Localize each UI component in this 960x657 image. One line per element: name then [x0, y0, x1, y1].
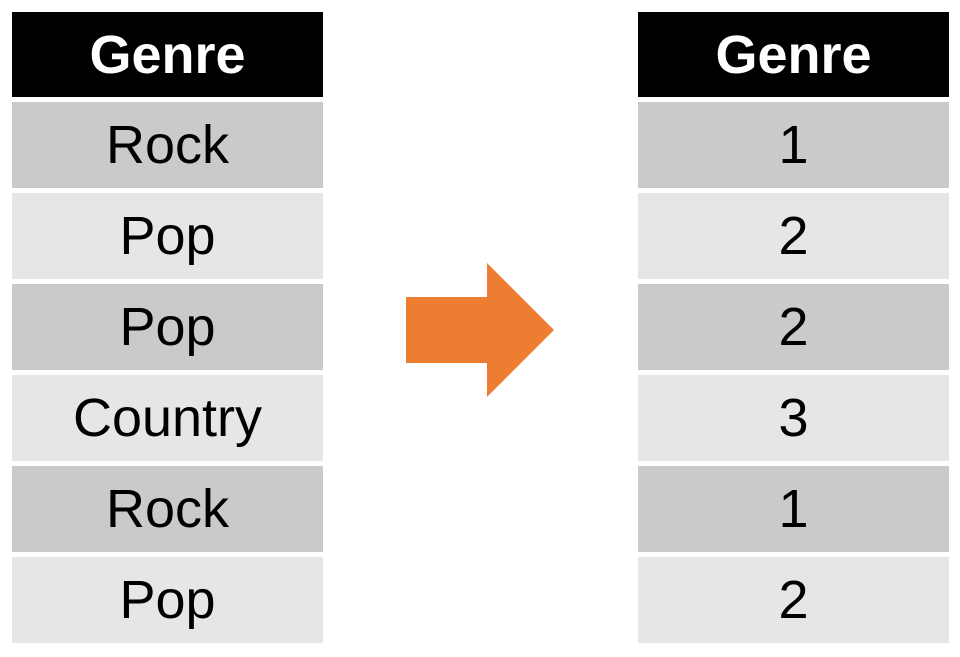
table-cell: 3 — [638, 375, 949, 461]
table-cell: Pop — [12, 284, 323, 370]
table-cell: 2 — [638, 284, 949, 370]
table-cell: 1 — [638, 466, 949, 552]
table-cell: Rock — [12, 102, 323, 188]
table-header: Genre — [638, 12, 949, 97]
table-cell: 1 — [638, 102, 949, 188]
table-cell: Pop — [12, 557, 323, 643]
table-cell: 2 — [638, 557, 949, 643]
encoded-genre-table: Genre 1 2 2 3 1 2 — [638, 12, 949, 643]
table-cell: Country — [12, 375, 323, 461]
table-cell: Rock — [12, 466, 323, 552]
table-header: Genre — [12, 12, 323, 97]
source-genre-table: Genre Rock Pop Pop Country Rock Pop — [12, 12, 323, 643]
table-cell: Pop — [12, 193, 323, 279]
table-cell: 2 — [638, 193, 949, 279]
right-arrow-icon — [406, 263, 554, 397]
